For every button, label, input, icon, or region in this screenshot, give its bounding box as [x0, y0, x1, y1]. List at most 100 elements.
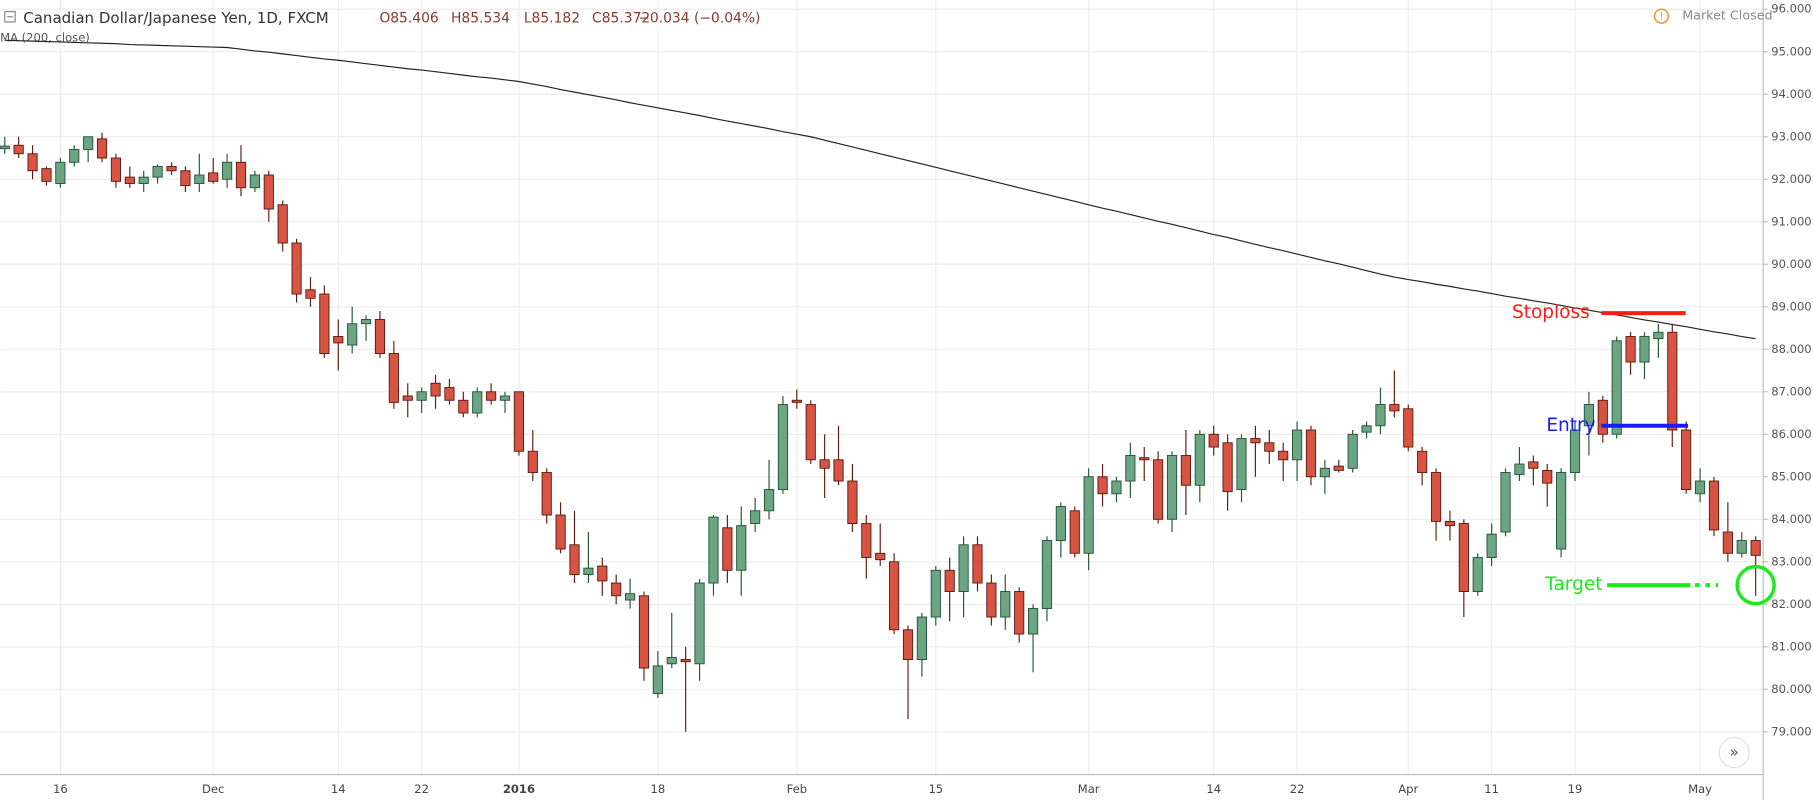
candle-body	[1347, 433, 1358, 469]
candle-body	[499, 395, 511, 401]
candle-body	[1736, 540, 1747, 554]
scroll-right-button[interactable]	[1718, 736, 1750, 769]
candle-body	[319, 293, 330, 354]
y-tick-label: 95.000	[1771, 44, 1811, 58]
x-tick-label: 22	[414, 782, 429, 796]
candle-body	[1653, 331, 1664, 340]
candle-body	[597, 565, 608, 582]
y-tick-label: 81.000	[1771, 639, 1811, 653]
candle-body	[1166, 455, 1178, 520]
candle-body	[1444, 520, 1456, 527]
candle-body	[124, 176, 135, 184]
candle-body	[1597, 399, 1608, 435]
candle-body	[1486, 533, 1497, 558]
collapse-button[interactable]	[4, 10, 16, 23]
candle-body	[305, 289, 316, 299]
candle-body	[1528, 461, 1539, 469]
candle-body	[374, 319, 386, 354]
candle-body	[666, 656, 677, 665]
candle-body	[986, 582, 997, 618]
candle-body	[208, 172, 219, 182]
candle-body	[1583, 404, 1594, 427]
candle-body	[1681, 429, 1692, 490]
candle-body	[402, 395, 413, 401]
annotation-label: Stoploss	[1512, 302, 1590, 323]
candle-body	[110, 157, 122, 182]
candle-body	[694, 582, 705, 665]
x-tick-label: Apr	[1398, 782, 1418, 796]
candle-body	[416, 391, 427, 401]
x-tick-label: Mar	[1078, 782, 1100, 796]
y-tick-label: 84.000	[1771, 512, 1811, 526]
candle-body	[41, 168, 52, 182]
y-tick-label: 93.000	[1771, 129, 1811, 143]
candle-body	[680, 659, 691, 663]
candle-body	[1403, 408, 1414, 448]
candle-body	[652, 665, 663, 695]
candle-body	[1236, 438, 1247, 490]
candle-body	[277, 204, 288, 244]
candle-body	[1458, 523, 1469, 592]
quote-open: O85.406	[379, 10, 438, 26]
y-tick-label: 91.000	[1771, 214, 1811, 228]
y-tick-label: 83.000	[1771, 554, 1811, 568]
candle-body	[486, 391, 497, 401]
candle-body	[83, 136, 94, 150]
candle-body	[777, 404, 789, 490]
candle-body	[166, 166, 177, 172]
candle-body	[791, 399, 802, 403]
y-tick-label: 85.000	[1771, 469, 1811, 483]
candle-body	[1542, 469, 1553, 484]
candle-body	[1027, 608, 1039, 635]
y-tick-label: 88.000	[1771, 342, 1811, 356]
candle-body	[96, 138, 108, 159]
candle-body	[1333, 465, 1344, 471]
candle-body	[1055, 506, 1066, 541]
candle-body	[1153, 459, 1164, 520]
quote-close: C85.372	[592, 10, 650, 26]
candle-body	[1083, 476, 1094, 554]
candle-body	[152, 166, 163, 178]
candle-body	[1611, 340, 1622, 435]
candle-body	[513, 391, 525, 452]
candle-body	[1208, 433, 1219, 448]
y-tick-label: 94.000	[1771, 87, 1811, 101]
candle-body	[1069, 510, 1080, 554]
x-tick-label: 22	[1290, 782, 1305, 796]
x-tick-label: 18	[651, 782, 666, 796]
quote-change: −0.034 (−0.04%)	[638, 10, 760, 26]
moving-average	[4, 39, 1756, 340]
candle-body	[388, 353, 399, 403]
status-icon-mark: !	[1659, 11, 1663, 23]
candle-body	[194, 174, 205, 184]
candle-body	[624, 593, 636, 601]
market-status: Market Closed	[1682, 8, 1772, 23]
candle-body	[1375, 404, 1386, 427]
y-tick-label: 79.000	[1771, 724, 1811, 738]
candle-body	[333, 336, 344, 344]
x-tick-label: Feb	[787, 782, 807, 796]
x-tick-label: 19	[1568, 782, 1583, 796]
candle-body	[847, 480, 858, 524]
candle-body	[1014, 591, 1025, 635]
x-tick-label: 15	[928, 782, 943, 796]
candle-body	[1222, 442, 1233, 493]
candle-body	[1430, 472, 1442, 522]
candle-body	[805, 404, 816, 461]
candle-body	[1722, 531, 1733, 554]
candle-body	[916, 616, 927, 660]
candle-body	[722, 527, 733, 571]
x-tick-label: 16	[53, 782, 68, 796]
candle-body	[1097, 476, 1108, 495]
candle-body	[69, 149, 80, 163]
candle-body	[1569, 429, 1581, 473]
candle-body	[583, 567, 594, 575]
candle-body	[1250, 438, 1261, 444]
candle-body	[930, 569, 941, 618]
y-tick-label: 87.000	[1771, 384, 1811, 398]
candle-body	[875, 552, 886, 561]
candle-body	[1639, 336, 1650, 363]
x-tick-label: 11	[1484, 782, 1499, 796]
